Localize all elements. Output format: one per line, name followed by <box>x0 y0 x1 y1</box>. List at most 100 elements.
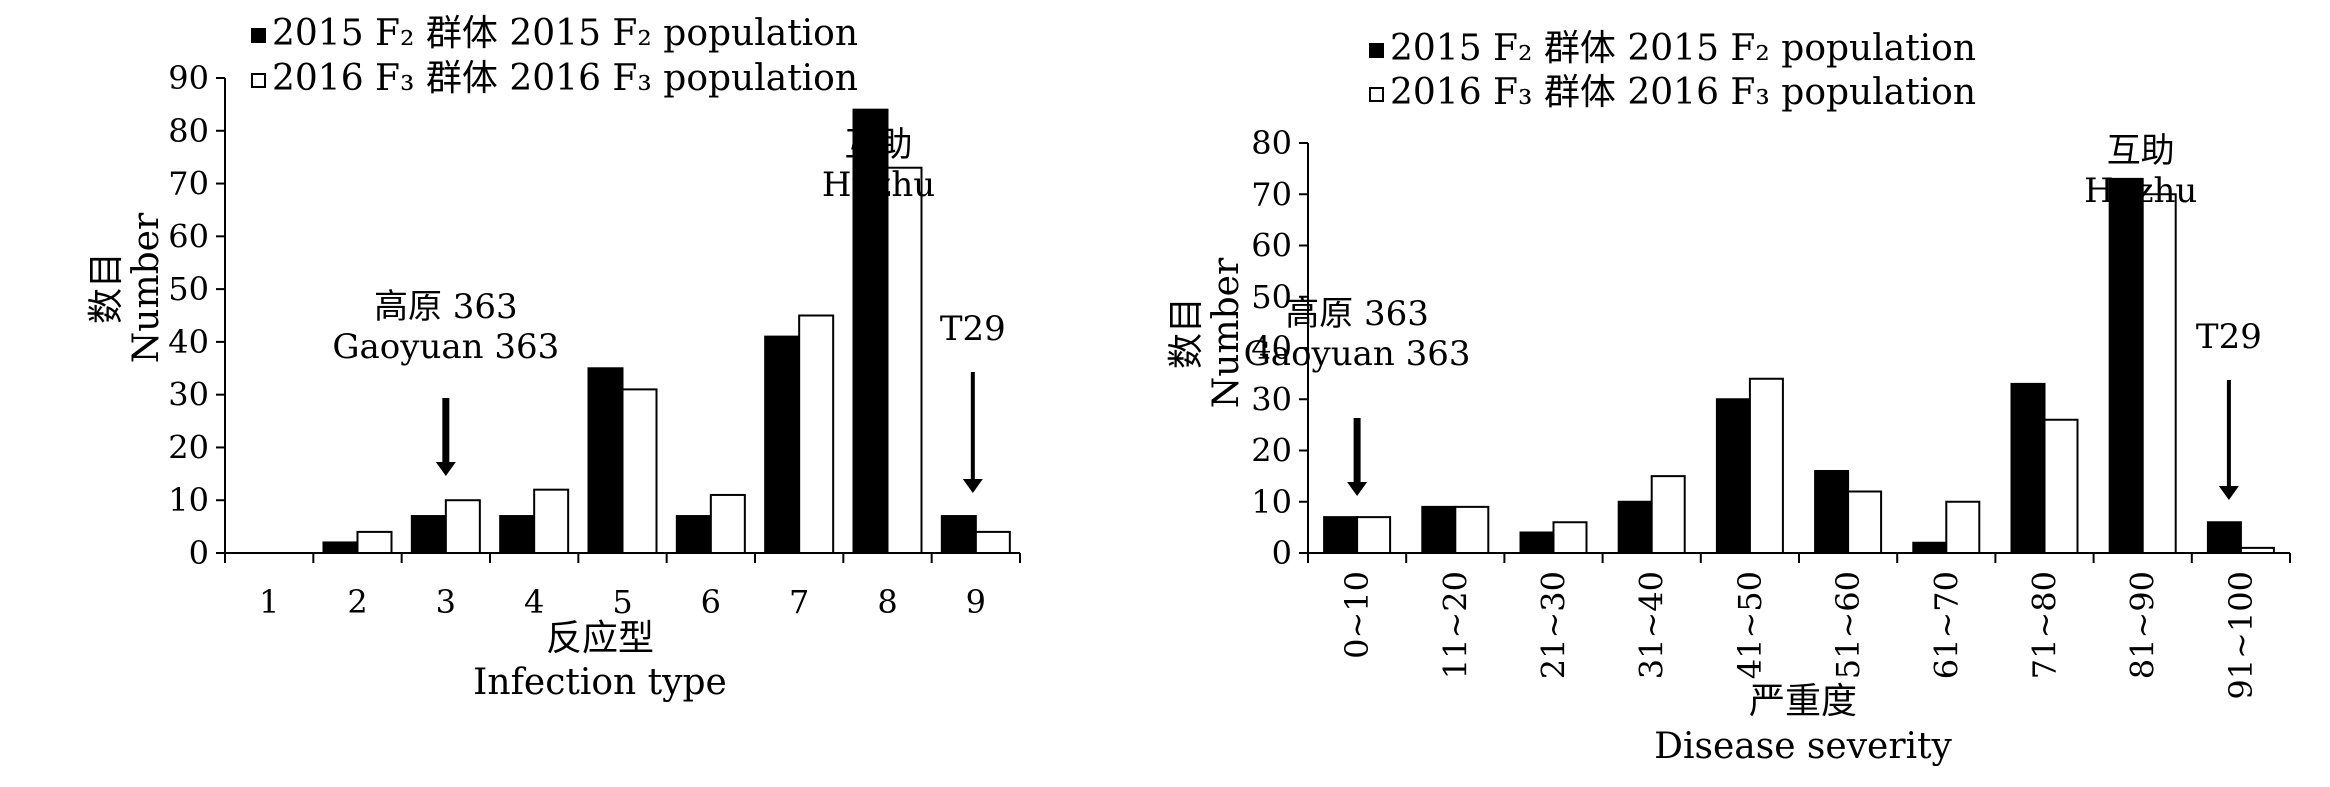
bar-2015-4 <box>499 515 536 554</box>
bar-2015-6 <box>1814 470 1850 554</box>
x-tick-label: 5 <box>612 583 632 621</box>
bar-2015-5 <box>1715 398 1751 554</box>
y-tick-label: 0 <box>189 534 209 572</box>
annotation-arrowhead <box>1347 482 1368 496</box>
bar-2015-2 <box>1421 505 1457 554</box>
y-tick-label: 40 <box>1251 329 1292 367</box>
annotation-label: Gaoyuan 363 <box>1244 334 1471 374</box>
bar-2016-9 <box>2141 193 2177 554</box>
bar-2015-3 <box>410 515 447 554</box>
y-axis-title: 数目Number <box>1166 257 1247 408</box>
y-tick-label: 80 <box>1251 124 1292 162</box>
x-tick-label: 4 <box>524 583 544 621</box>
bar-2015-9 <box>940 515 977 554</box>
x-tick-label: 51~60 <box>1829 571 1867 679</box>
y-axis-title-line: Number <box>1206 257 1247 408</box>
x-tick-label: 9 <box>966 583 986 621</box>
annotation-label: T29 <box>2196 317 2262 357</box>
x-tick-label: 41~50 <box>1731 571 1769 679</box>
legend-swatch-1 <box>1369 43 1384 58</box>
x-tick-label: 11~20 <box>1436 571 1474 679</box>
bar-2015-2 <box>322 541 359 555</box>
x-axis-title-en: Infection type <box>473 662 727 703</box>
y-tick-label: 20 <box>168 428 209 466</box>
bar-2016-2 <box>1454 505 1490 554</box>
x-axis-title-cn: 反应型 <box>546 618 654 659</box>
y-tick-label: 80 <box>168 112 209 150</box>
legend-entry-1: 2015 F₂ 群体 2015 F₂ population <box>1390 28 1976 69</box>
bar-2015-8 <box>2010 382 2046 554</box>
y-axis-title-line: Number <box>126 212 167 363</box>
x-tick-label: 61~70 <box>1927 571 1965 679</box>
x-axis-title-cn: 严重度 <box>1749 681 1857 722</box>
y-axis-title-line: 数目 <box>86 252 127 324</box>
y-tick-label: 60 <box>1251 227 1292 265</box>
annotation-label: 互助 <box>845 125 913 165</box>
bar-2015-7 <box>1912 541 1948 554</box>
x-tick-label: 8 <box>877 583 897 621</box>
x-axis-title-en: Disease severity <box>1654 726 1952 767</box>
y-tick-label: 20 <box>1251 432 1292 470</box>
bar-2016-4 <box>533 488 570 554</box>
bar-2016-7 <box>798 314 835 554</box>
bar-2015-3 <box>1519 531 1555 554</box>
y-tick-label: 60 <box>168 217 209 255</box>
bar-2015-5 <box>587 367 624 554</box>
bar-2015-1 <box>1323 516 1359 554</box>
y-tick-label: 30 <box>1251 380 1292 418</box>
legend-entry-1: 2015 F₂ 群体 2015 F₂ population <box>272 13 858 54</box>
x-tick-label: 91~100 <box>2222 571 2260 700</box>
bar-2015-4 <box>1617 500 1653 554</box>
y-tick-label: 30 <box>168 376 209 414</box>
x-tick-label: 2 <box>347 583 367 621</box>
y-tick-label: 90 <box>168 59 209 97</box>
annotation-label: Huzhu <box>2084 171 2197 211</box>
y-tick-label: 50 <box>1251 278 1292 316</box>
x-tick-label: 0~10 <box>1338 571 1376 659</box>
annotation-arrowhead <box>435 462 456 476</box>
annotation-label: 高原 363 <box>1285 294 1429 334</box>
annotation-arrowhead <box>2218 486 2239 500</box>
bar-2016-5 <box>1748 377 1784 554</box>
bar-2016-8 <box>2043 418 2079 554</box>
bar-2016-10 <box>2239 546 2275 554</box>
annotation-label: 互助 <box>2107 131 2175 171</box>
annotation-label: T29 <box>940 309 1006 349</box>
y-tick-label: 10 <box>1251 483 1292 521</box>
legend-entry-2: 2016 F₃ 群体 2016 F₃ population <box>1390 72 1976 113</box>
x-tick-label: 81~90 <box>2124 571 2162 679</box>
legend-swatch-2 <box>251 73 266 88</box>
y-tick-label: 0 <box>1272 534 1292 572</box>
y-tick-label: 10 <box>168 481 209 519</box>
x-tick-label: 1 <box>259 583 279 621</box>
annotation-label: Gaoyuan 363 <box>332 327 559 367</box>
bar-2016-1 <box>1356 516 1392 554</box>
legend-swatch-2 <box>1369 87 1384 102</box>
y-tick-label: 50 <box>168 270 209 308</box>
annotation-label: Huzhu <box>822 165 935 205</box>
bar-2016-5 <box>621 388 658 554</box>
bar-2015-9 <box>2108 177 2144 554</box>
bar-2016-7 <box>1945 500 1981 554</box>
x-tick-label: 71~80 <box>2026 571 2064 679</box>
x-tick-label: 3 <box>436 583 456 621</box>
bar-2015-10 <box>2206 521 2242 554</box>
x-tick-label: 31~40 <box>1633 571 1671 679</box>
x-tick-label: 7 <box>789 583 809 621</box>
legend-swatch-1 <box>251 28 266 43</box>
bar-2016-6 <box>1847 490 1883 554</box>
bar-2015-7 <box>764 335 801 554</box>
y-axis-title: 数目Number <box>86 212 167 363</box>
y-tick-label: 40 <box>168 323 209 361</box>
annotation-arrowhead <box>962 479 983 493</box>
bar-2016-9 <box>974 530 1011 555</box>
bar-2016-2 <box>356 530 393 555</box>
bar-2015-8 <box>852 108 889 555</box>
bar-2016-4 <box>1650 475 1686 554</box>
y-tick-label: 70 <box>1251 175 1292 213</box>
bar-2016-3 <box>444 499 481 555</box>
bar-2016-3 <box>1552 521 1588 554</box>
